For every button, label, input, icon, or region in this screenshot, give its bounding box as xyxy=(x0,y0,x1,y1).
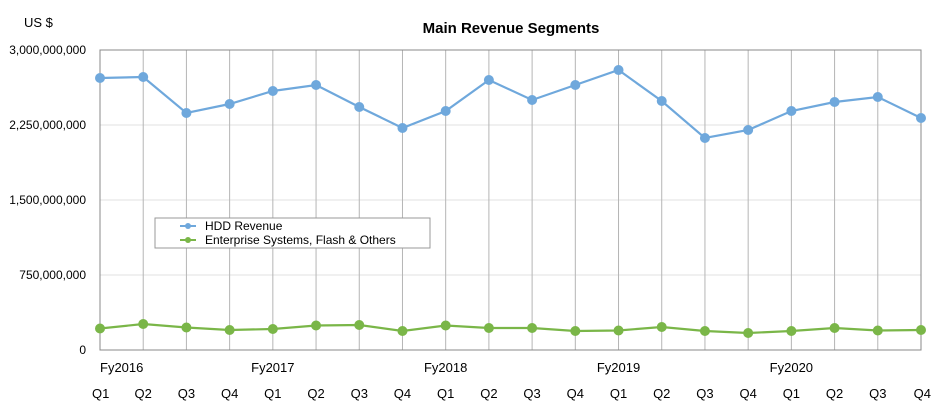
x-tick-label-3: Q4 xyxy=(221,386,238,401)
series-1-point-5 xyxy=(311,320,322,331)
series-0-point-14 xyxy=(699,133,710,143)
chart-title: Main Revenue Segments xyxy=(423,20,600,37)
series-0-point-9 xyxy=(483,75,494,85)
x-tick-label-15: Q4 xyxy=(739,386,756,401)
legend-marker-enterprise xyxy=(185,237,191,243)
legend-label-hdd: HDD Revenue xyxy=(205,219,283,233)
series-line-0 xyxy=(99,68,922,140)
legend-label-enterprise: Enterprise Systems, Flash & Others xyxy=(205,233,396,247)
x-tick-label-2: Q3 xyxy=(178,386,195,401)
series-0-point-0 xyxy=(95,73,105,83)
series-0-point-6 xyxy=(354,102,365,112)
series-0-point-2 xyxy=(181,108,192,118)
series-layer xyxy=(95,65,926,338)
y-tick-label-2: 1,500,000,000 xyxy=(9,193,86,207)
series-1-point-14 xyxy=(699,326,710,336)
x-tick-label-17: Q2 xyxy=(826,386,843,401)
x-tick-label-16: Q1 xyxy=(783,386,800,401)
series-1-point-7 xyxy=(397,326,408,336)
year-label-2: Fy2018 xyxy=(424,360,467,375)
x-tick-label-0: Q1 xyxy=(92,386,109,401)
series-0-point-8 xyxy=(440,106,451,116)
series-0-point-19 xyxy=(916,113,926,123)
series-0-point-18 xyxy=(872,92,883,102)
series-1-point-2 xyxy=(181,322,192,333)
series-1-point-19 xyxy=(916,325,926,335)
series-0-point-16 xyxy=(786,106,797,116)
year-label-3: Fy2019 xyxy=(597,360,640,375)
series-1-point-6 xyxy=(354,320,365,330)
series-1-point-3 xyxy=(224,325,235,335)
year-label-1: Fy2017 xyxy=(251,360,294,375)
series-1-point-10 xyxy=(527,323,538,333)
series-0-point-11 xyxy=(570,80,581,90)
series-1-point-16 xyxy=(786,326,797,336)
x-tick-label-1: Q2 xyxy=(135,386,152,401)
y-tick-label-4: 3,000,000,000 xyxy=(9,43,86,57)
legend: HDD Revenue Enterprise Systems, Flash & … xyxy=(154,217,431,249)
y-tick-label-1: 750,000,000 xyxy=(19,268,86,282)
series-0-point-1 xyxy=(138,72,149,82)
x-tick-label-10: Q3 xyxy=(523,386,540,401)
series-1-point-0 xyxy=(95,323,105,334)
series-1-point-13 xyxy=(656,322,667,332)
grid xyxy=(99,49,922,351)
series-1-point-9 xyxy=(483,323,494,333)
x-tick-label-18: Q3 xyxy=(869,386,886,401)
x-tick-label-13: Q2 xyxy=(653,386,670,401)
x-tick-label-8: Q1 xyxy=(437,386,454,401)
year-label-0: Fy2016 xyxy=(100,360,143,375)
y-axis-ticks: 0 750,000,000 1,500,000,000 2,250,000,000 3,… xyxy=(9,43,86,357)
series-0-point-17 xyxy=(829,97,840,107)
x-tick-label-9: Q2 xyxy=(480,386,497,401)
x-tick-label-4: Q1 xyxy=(264,386,281,401)
x-axis-ticks: Q1 Q2 Q3 Q4 Q1 Q2 Q3 Q4 Q1 Q2 Q3 Q4 Q1 Q2 Q3 Q4 Q1 Q2 Q3 Q4… xyxy=(92,360,931,401)
y-axis-label: US $ xyxy=(24,15,54,30)
series-1-point-17 xyxy=(829,323,840,333)
legend-box xyxy=(154,217,431,249)
series-0-point-10 xyxy=(527,95,538,105)
series-1-point-11 xyxy=(570,326,581,336)
year-label-4: Fy2020 xyxy=(770,360,813,375)
plot-frame xyxy=(99,49,922,351)
series-0-point-7 xyxy=(397,123,408,133)
series-0-point-13 xyxy=(656,96,667,106)
series-0-point-3 xyxy=(224,99,235,109)
x-tick-label-19: Q4 xyxy=(914,386,931,401)
series-1-point-18 xyxy=(872,325,883,336)
series-0-point-4 xyxy=(267,86,278,96)
x-tick-label-14: Q3 xyxy=(696,386,713,401)
series-1-point-15 xyxy=(743,328,754,338)
series-1-point-8 xyxy=(440,320,451,331)
x-tick-label-12: Q1 xyxy=(610,386,627,401)
series-line-1 xyxy=(99,322,922,335)
x-tick-label-5: Q2 xyxy=(307,386,324,401)
legend-marker-hdd xyxy=(185,223,191,229)
series-1-point-12 xyxy=(613,325,624,336)
series-1-point-4 xyxy=(267,324,278,334)
y-tick-label-3: 2,250,000,000 xyxy=(9,118,86,132)
x-tick-label-11: Q4 xyxy=(567,386,584,401)
series-1-point-1 xyxy=(138,319,149,329)
series-0-point-12 xyxy=(613,65,624,75)
series-0-point-5 xyxy=(311,80,322,90)
x-tick-label-7: Q4 xyxy=(394,386,411,401)
x-tick-label-6: Q3 xyxy=(351,386,368,401)
y-tick-label-0: 0 xyxy=(79,343,86,357)
series-0-point-15 xyxy=(743,125,754,135)
